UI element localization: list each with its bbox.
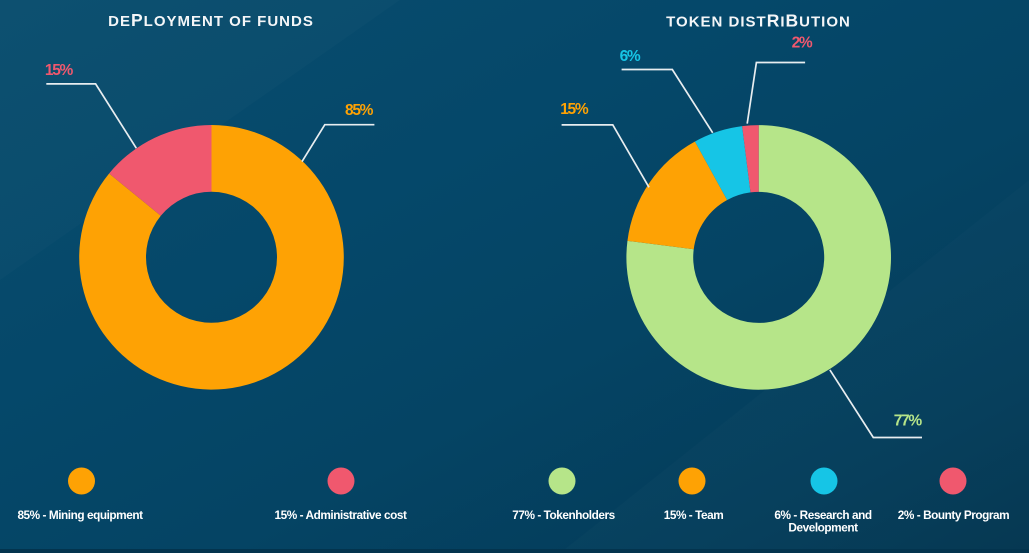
svg-text:TOKEN DISTRIBUTION: TOKEN DISTRIBUTION xyxy=(666,11,851,31)
svg-text:85%: 85% xyxy=(345,102,374,119)
svg-text:2%: 2% xyxy=(792,34,813,51)
svg-text:6% - Research and: 6% - Research and xyxy=(774,508,871,522)
svg-text:15%: 15% xyxy=(560,101,589,118)
svg-text:15% - Administrative cost: 15% - Administrative cost xyxy=(275,508,407,522)
svg-text:77%: 77% xyxy=(894,412,923,429)
svg-text:85% - Mining equipment: 85% - Mining equipment xyxy=(17,508,143,522)
svg-text:77% - Tokenholders: 77% - Tokenholders xyxy=(512,508,615,522)
svg-text:2% - Bounty Program: 2% - Bounty Program xyxy=(898,508,1009,522)
svg-text:DEPLOYMENT OF FUNDS: DEPLOYMENT OF FUNDS xyxy=(108,10,314,30)
svg-text:15% - Team: 15% - Team xyxy=(664,508,724,522)
svg-text:15%: 15% xyxy=(45,62,74,79)
svg-text:Development: Development xyxy=(788,521,858,535)
svg-text:6%: 6% xyxy=(620,48,641,65)
